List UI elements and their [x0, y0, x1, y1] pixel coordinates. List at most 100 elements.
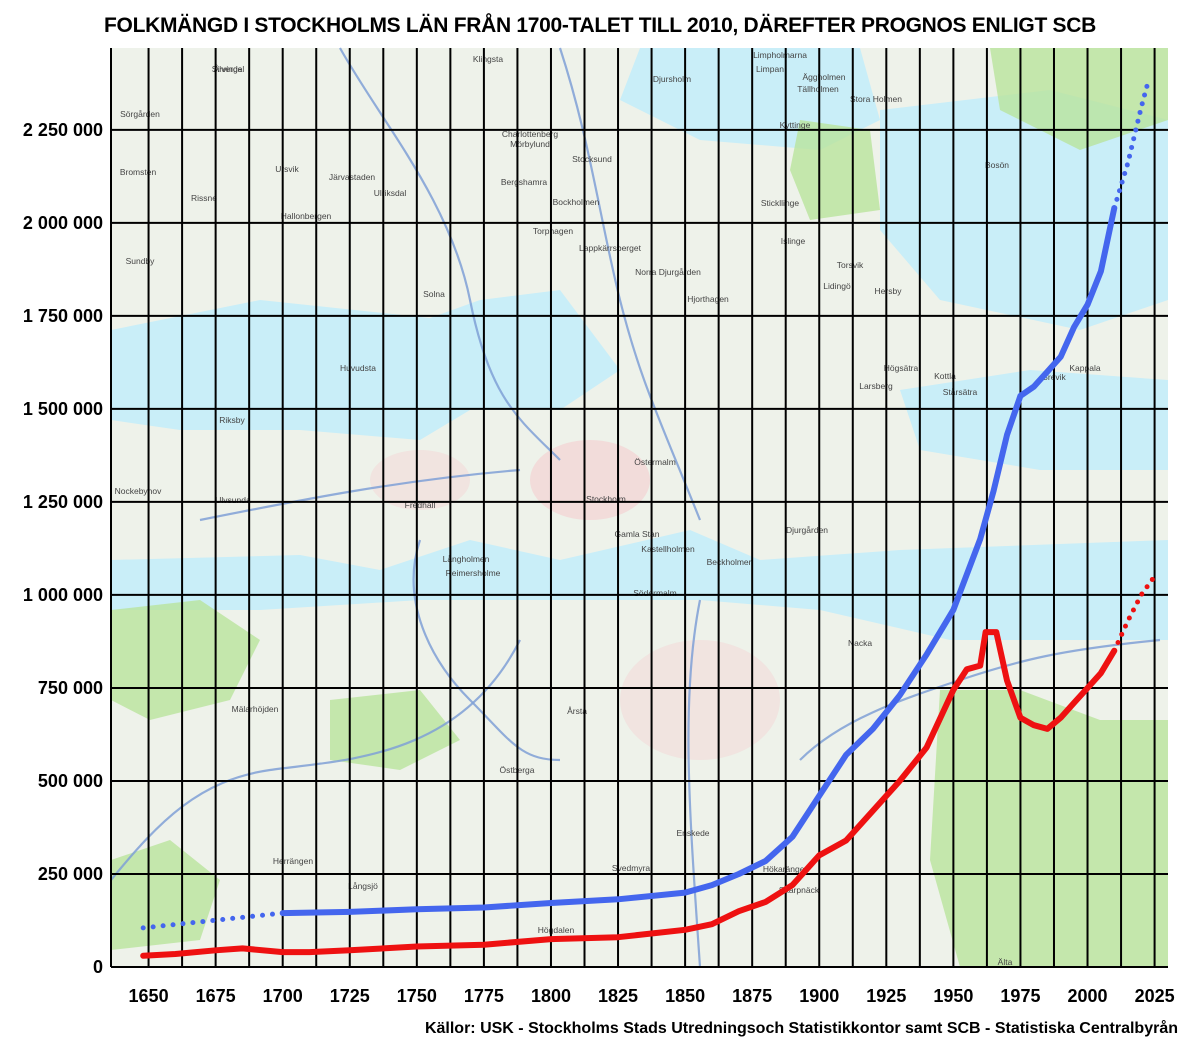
- map-label: Hersby: [875, 286, 903, 296]
- x-tick-label: 1825: [598, 986, 638, 1006]
- map-label: Fredhäll: [405, 500, 436, 510]
- county-series-forecast-dotted: [1111, 75, 1152, 211]
- map-label: Sörgården: [120, 109, 160, 119]
- map-label: Ulriksdal: [374, 188, 407, 198]
- x-tick-label: 1975: [1000, 986, 1040, 1006]
- x-tick-label: 1900: [799, 986, 839, 1006]
- y-tick-label: 1 000 000: [23, 585, 103, 605]
- map-label: Mörbylund: [510, 139, 550, 149]
- map-label: Östermalm: [634, 457, 676, 467]
- x-tick-label: 2000: [1067, 986, 1107, 1006]
- y-tick-label: 0: [93, 957, 103, 977]
- map-label: Huvudsta: [340, 363, 376, 373]
- map-label: Bergshamra: [501, 177, 548, 187]
- map-label: Ursvik: [275, 164, 299, 174]
- map-label: Nockebyhov: [115, 486, 163, 496]
- chart-title: FOLKMÄNGD I STOCKHOLMS LÄN FRÅN 1700-TAL…: [104, 14, 1096, 37]
- y-tick-label: 1 250 000: [23, 492, 103, 512]
- map-label: Rissne: [191, 193, 217, 203]
- chart-source: Källor: USK - Stockholms Stads Utredning…: [424, 1020, 1178, 1037]
- map-label: Klingsta: [473, 54, 504, 64]
- map-label: Stockholm: [586, 494, 626, 504]
- series-layer: [140, 75, 1158, 959]
- map-label: Limpan: [756, 64, 784, 74]
- map-label: Älta: [998, 957, 1013, 967]
- map-label: Stickllinge: [761, 198, 800, 208]
- x-tick-label: 1725: [330, 986, 370, 1006]
- county-series-early-dotted: [140, 910, 286, 931]
- y-tick-label: 750 000: [38, 678, 103, 698]
- map-label: Djurgården: [786, 525, 828, 535]
- map-water: [111, 290, 620, 440]
- map-label: Herrängen: [273, 856, 313, 866]
- x-tick-label: 1850: [665, 986, 705, 1006]
- x-tick-label: 1800: [531, 986, 571, 1006]
- map-label: Skarpnäck: [779, 885, 820, 895]
- x-tick-label: 1700: [263, 986, 303, 1006]
- map-label: Årsta: [567, 706, 587, 716]
- y-tick-label: 1 500 000: [23, 399, 103, 419]
- map-label: Bromsten: [120, 167, 157, 177]
- map-forest: [330, 690, 460, 770]
- map-label: Solna: [423, 289, 445, 299]
- map-label: Nacka: [848, 638, 872, 648]
- y-tick-label: 1 750 000: [23, 306, 103, 326]
- map-label: Torsvik: [837, 260, 864, 270]
- map-label: Södermalm: [633, 588, 676, 598]
- y-tick-label: 500 000: [38, 771, 103, 791]
- map-label: Kyttinge: [780, 120, 811, 130]
- map-label: Långsjö: [348, 881, 378, 891]
- map-label: Tällholmen: [797, 84, 839, 94]
- y-tick-label: 2 000 000: [23, 213, 103, 233]
- x-tick-label: 1750: [397, 986, 437, 1006]
- map-water: [900, 370, 1168, 470]
- map-label: Järvastaden: [329, 172, 376, 182]
- map-label: Bosön: [985, 160, 1009, 170]
- map-label: Hallonbergen: [281, 211, 332, 221]
- map-label: Lappkärrsberget: [579, 243, 642, 253]
- map-forest: [930, 690, 1168, 967]
- map-label: Bockholmen: [553, 197, 600, 207]
- map-label: Lidingö: [823, 281, 851, 291]
- map-label: Stora Holmen: [850, 94, 902, 104]
- map-label: Högsätra: [884, 363, 919, 373]
- y-tick-label: 250 000: [38, 864, 103, 884]
- map-label: Årvinge: [214, 64, 243, 74]
- map-water: [880, 90, 1168, 330]
- map-urban: [530, 440, 650, 520]
- map-urban: [620, 640, 780, 760]
- x-tick-label: 1650: [129, 986, 169, 1006]
- map-forest: [790, 120, 880, 220]
- map-label: Hjorthagen: [687, 294, 729, 304]
- map-label: Stårsätra: [943, 387, 978, 397]
- map-background: Silverdal Klingsta Limpholmarna Årvinge Djur…: [110, 47, 1168, 968]
- axis-ticks: 0 250 000 500 000 750 000 1 000 000 1 250 000…: [23, 120, 1175, 1006]
- map-label: Djursholm: [653, 74, 691, 84]
- map-label: Reimersholme: [446, 568, 501, 578]
- map-road: [199, 468, 521, 522]
- x-tick-label: 1875: [732, 986, 772, 1006]
- map-label: Gamla Stan: [615, 529, 660, 539]
- map-label: Mälarhöjden: [232, 704, 279, 714]
- map-label: Enskede: [676, 828, 709, 838]
- map-water: [111, 530, 1168, 640]
- map-label: Högdalen: [538, 925, 575, 935]
- map-label: Kastellholmen: [641, 544, 695, 554]
- x-tick-label: 1925: [866, 986, 906, 1006]
- map-label: Norra Djurgården: [635, 267, 701, 277]
- x-tick-label: 1675: [196, 986, 236, 1006]
- map-road: [687, 599, 702, 968]
- map-road: [110, 639, 521, 881]
- city-series-line: [140, 629, 1118, 959]
- x-tick-label: 1950: [933, 986, 973, 1006]
- map-label: Sundby: [126, 256, 156, 266]
- x-tick-label: 1775: [464, 986, 504, 1006]
- city-series-forecast-dotted: [1111, 573, 1158, 654]
- map-label: Beckholmen: [707, 557, 754, 567]
- map-label: Islinge: [781, 236, 806, 246]
- map-label: Charlottenberg: [502, 129, 559, 139]
- map-label: Svedmyra: [612, 863, 651, 873]
- map-label: Långholmen: [443, 554, 490, 564]
- map-label: Kappala: [1069, 363, 1100, 373]
